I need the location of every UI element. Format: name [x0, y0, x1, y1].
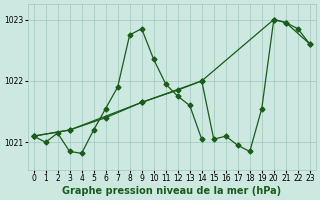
- X-axis label: Graphe pression niveau de la mer (hPa): Graphe pression niveau de la mer (hPa): [62, 186, 281, 196]
